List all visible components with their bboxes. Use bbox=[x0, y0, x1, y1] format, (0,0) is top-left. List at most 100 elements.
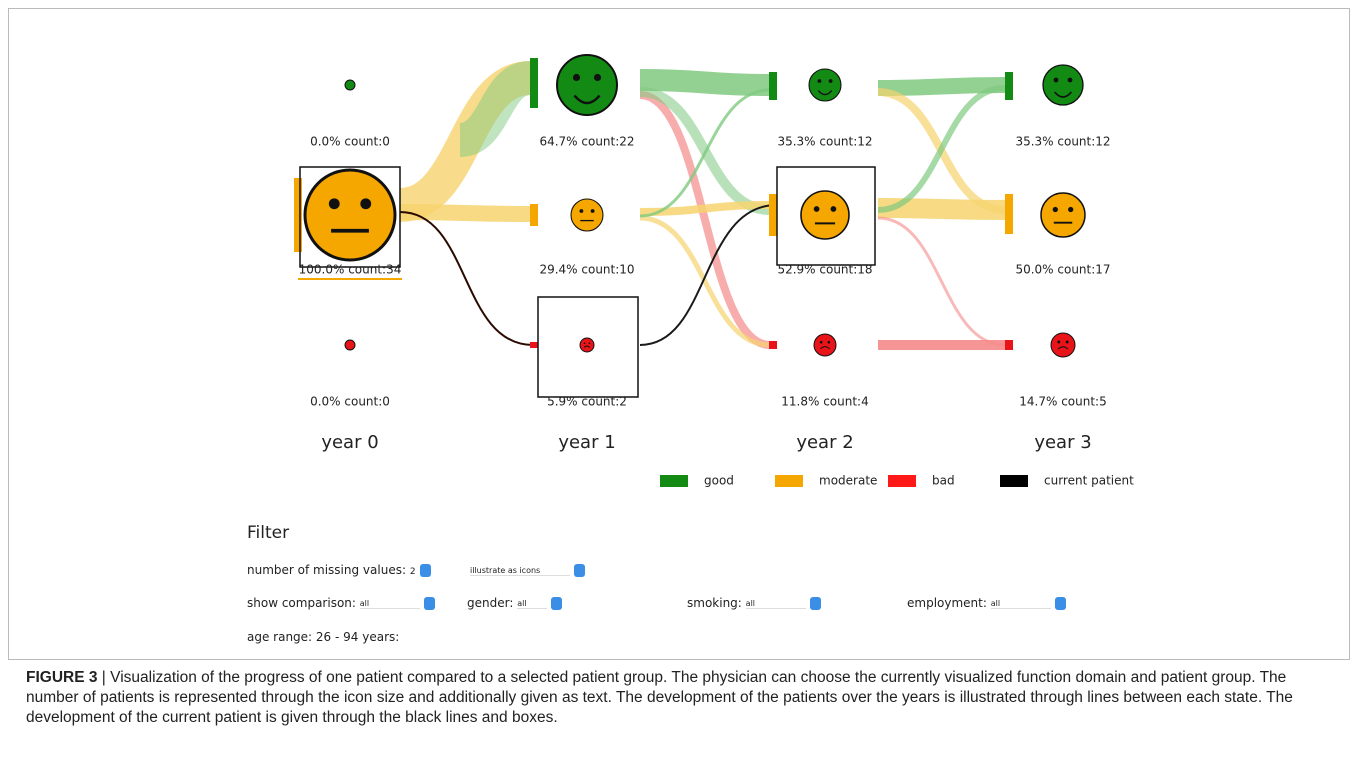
eye bbox=[813, 206, 820, 212]
flow-bar bbox=[530, 204, 538, 226]
mouth bbox=[583, 345, 591, 348]
eye bbox=[1068, 206, 1074, 213]
year-label: year 3 bbox=[1034, 432, 1091, 453]
node-label: 100.0% count:34 bbox=[299, 263, 402, 277]
select-value[interactable]: all bbox=[745, 599, 806, 609]
eye bbox=[1053, 77, 1059, 83]
eye bbox=[588, 342, 591, 345]
legend-label: moderate bbox=[819, 474, 877, 488]
mouth bbox=[1057, 346, 1069, 350]
eye bbox=[827, 340, 831, 344]
legend-swatch bbox=[660, 475, 688, 487]
flow bbox=[639, 69, 771, 96]
mouth bbox=[820, 346, 830, 350]
flow-bar bbox=[530, 342, 538, 348]
eye bbox=[572, 73, 581, 82]
filter-title: Filter bbox=[247, 523, 290, 543]
node-label: 64.7% count:22 bbox=[539, 135, 634, 149]
flow-bar bbox=[769, 72, 777, 100]
patient-line bbox=[639, 204, 778, 346]
eye bbox=[579, 209, 584, 213]
label: smoking: bbox=[687, 596, 742, 610]
select-value[interactable]: illustrate as icons bbox=[470, 566, 570, 576]
patient-box bbox=[776, 166, 876, 266]
flow-bar bbox=[1005, 340, 1013, 350]
eye bbox=[593, 73, 602, 82]
node-label: 14.7% count:5 bbox=[1019, 395, 1106, 409]
eye bbox=[1052, 206, 1058, 213]
node-label: 0.0% count:0 bbox=[310, 135, 390, 149]
select-arrow[interactable] bbox=[419, 564, 431, 577]
face bbox=[1042, 64, 1084, 106]
face bbox=[303, 168, 397, 262]
select-arrow[interactable] bbox=[551, 597, 563, 610]
node-label: 29.4% count:10 bbox=[539, 263, 634, 277]
flow-bar bbox=[769, 194, 777, 236]
face bbox=[344, 79, 356, 91]
patient-box bbox=[537, 296, 639, 398]
eye bbox=[590, 209, 595, 213]
eye bbox=[1057, 340, 1061, 344]
caption-text: | Visualization of the progress of one p… bbox=[26, 669, 1293, 726]
select-arrow[interactable] bbox=[1054, 597, 1066, 610]
label: gender: bbox=[467, 596, 514, 610]
diagram: 0.0% count:0 100.0% count:34 0.0% count:0 y… bbox=[294, 54, 1134, 488]
eye bbox=[1065, 340, 1069, 344]
flow-bar bbox=[294, 178, 302, 252]
face bbox=[1050, 332, 1076, 358]
label: employment: bbox=[907, 596, 987, 610]
select-value[interactable]: all bbox=[359, 599, 420, 609]
missing-filter: number of missing values: 2 bbox=[247, 563, 431, 577]
legend-swatch bbox=[888, 475, 916, 487]
select-arrow[interactable] bbox=[574, 564, 585, 577]
flow bbox=[877, 77, 1006, 96]
flow-bar bbox=[769, 341, 777, 349]
figure-frame bbox=[8, 8, 1350, 660]
caption: FIGURE 3 | Visualization of the progress… bbox=[26, 668, 1336, 728]
year-label: year 1 bbox=[558, 432, 615, 453]
select-arrow[interactable] bbox=[809, 597, 821, 610]
face bbox=[344, 339, 356, 351]
select-value[interactable]: all bbox=[990, 599, 1051, 609]
node-label: 11.8% count:4 bbox=[781, 395, 868, 409]
face bbox=[808, 68, 842, 102]
eye bbox=[817, 79, 822, 83]
eye bbox=[583, 342, 586, 345]
illustrate-select[interactable]: illustrate as icons bbox=[470, 563, 585, 577]
eye bbox=[328, 198, 340, 210]
node-label: 52.9% count:18 bbox=[777, 263, 872, 277]
flow bbox=[639, 88, 771, 218]
flow-bar bbox=[1005, 72, 1013, 100]
eye bbox=[1067, 77, 1073, 83]
flow-bar bbox=[530, 58, 538, 108]
face bbox=[570, 198, 604, 232]
gender-filter: gender: all bbox=[467, 596, 563, 610]
mouth bbox=[1053, 91, 1073, 98]
node-label: 35.3% count:12 bbox=[1015, 135, 1110, 149]
flow bbox=[639, 215, 771, 348]
face bbox=[556, 54, 618, 116]
node-label: 50.0% count:17 bbox=[1015, 263, 1110, 277]
age-range: age range: 26 - 94 years: bbox=[247, 630, 400, 644]
year-label: year 0 bbox=[321, 432, 378, 453]
label: show comparison: bbox=[247, 596, 356, 610]
select-value[interactable]: 2 bbox=[409, 567, 416, 577]
node-label: 5.9% count:2 bbox=[547, 395, 627, 409]
face bbox=[813, 333, 837, 357]
eye bbox=[819, 340, 823, 344]
legend-label: bad bbox=[932, 474, 955, 488]
flow bbox=[399, 204, 531, 222]
legend-label: good bbox=[704, 474, 734, 488]
node-label: 0.0% count:0 bbox=[310, 395, 390, 409]
select-value[interactable]: all bbox=[517, 599, 548, 609]
flow-bar bbox=[1005, 194, 1013, 234]
mouth bbox=[573, 94, 601, 105]
eye bbox=[360, 198, 372, 210]
caption-label: FIGURE 3 bbox=[26, 669, 98, 686]
flow bbox=[457, 61, 533, 157]
comparison-filter: show comparison: all bbox=[247, 596, 435, 610]
flow bbox=[639, 91, 771, 349]
select-arrow[interactable] bbox=[423, 597, 435, 610]
year-label: year 2 bbox=[796, 432, 853, 453]
